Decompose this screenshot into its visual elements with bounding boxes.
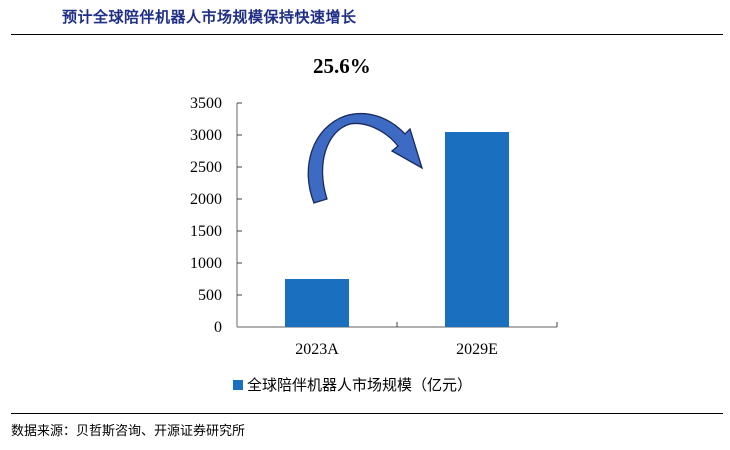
- bottom-divider: [11, 413, 723, 414]
- y-tick-label: 2500: [190, 159, 222, 176]
- y-axis-ticks: [237, 102, 242, 296]
- x-tick-label: 2029E: [456, 341, 498, 358]
- chart-legend: 全球陪伴机器人市场规模（亿元）: [233, 374, 472, 395]
- y-tick-label: 2000: [190, 191, 222, 208]
- legend-label: 全球陪伴机器人市场规模（亿元）: [247, 376, 473, 394]
- y-tick-label: 0: [214, 319, 222, 336]
- chart-title: 预计全球陪伴机器人市场规模保持快速增长: [62, 8, 357, 26]
- y-tick-label: 500: [198, 287, 222, 304]
- y-tick-label: 1500: [190, 223, 222, 240]
- y-tick-label: 3500: [190, 95, 222, 112]
- legend-swatch-icon: [233, 379, 243, 390]
- data-source-note: 数据来源：贝哲斯咨询、开源证券研究所: [11, 424, 246, 439]
- cagr-annotation: 25.6%: [313, 54, 371, 78]
- growth-arrow-icon: [307, 112, 424, 204]
- bar-2029E: [445, 132, 509, 327]
- y-tick-label: 1000: [190, 255, 222, 272]
- x-tick-label: 2023A: [295, 341, 339, 358]
- y-tick-label: 3000: [190, 127, 222, 144]
- top-divider: [11, 34, 723, 35]
- bar-2023A: [285, 279, 349, 327]
